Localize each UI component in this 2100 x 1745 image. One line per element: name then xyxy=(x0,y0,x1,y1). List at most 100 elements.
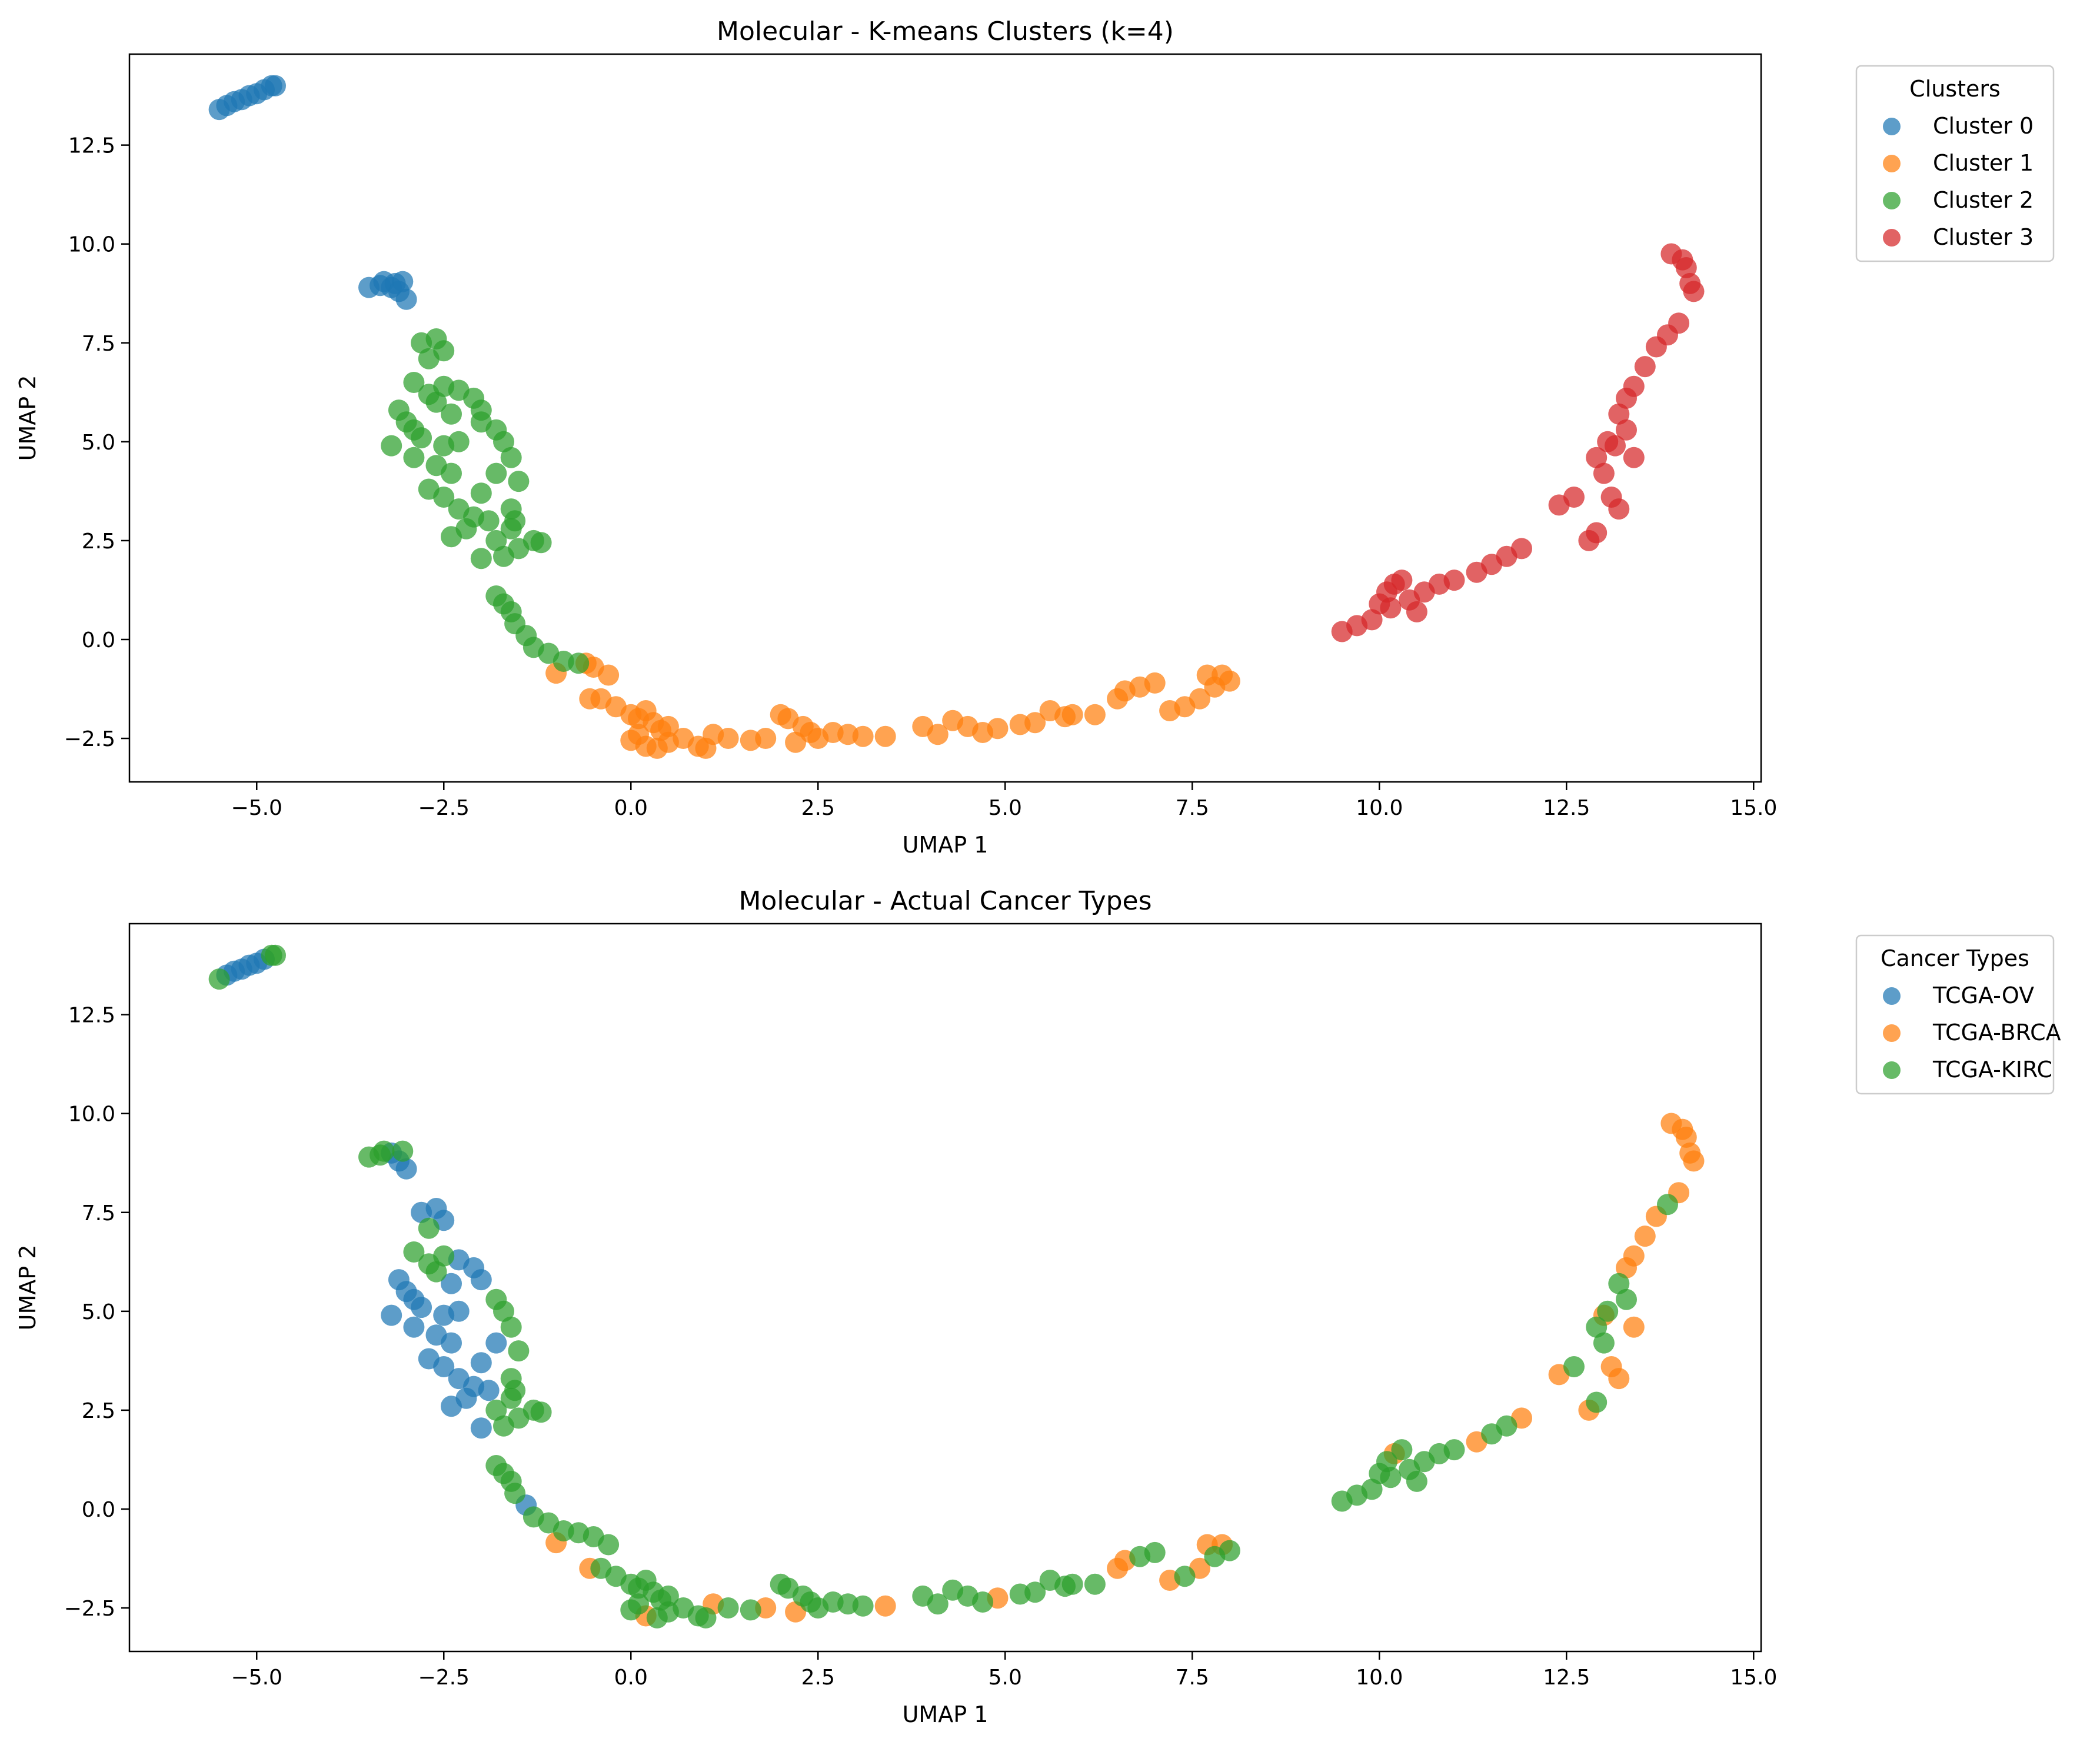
data-point xyxy=(1024,712,1046,734)
data-point xyxy=(403,372,425,393)
y-tick-label: −2.5 xyxy=(64,727,115,751)
data-point xyxy=(441,403,462,425)
y-tick-label: 7.5 xyxy=(82,332,115,356)
data-point xyxy=(927,1593,949,1615)
data-point xyxy=(485,1399,507,1421)
data-point xyxy=(208,968,230,990)
data-point xyxy=(972,1591,994,1613)
data-point xyxy=(1061,1573,1083,1595)
y-axis-label: UMAP 2 xyxy=(15,375,41,461)
chart-panel-top: Molecular - K-means Clusters (k=4) −5.0 −2… xyxy=(15,16,2055,858)
data-point xyxy=(500,447,522,468)
data-point xyxy=(395,1158,417,1180)
legend-entry-label: Cluster 0 xyxy=(1933,113,2034,139)
data-point xyxy=(1406,601,1427,622)
series-cluster-0 xyxy=(208,75,417,310)
x-tick-label: −2.5 xyxy=(418,796,470,820)
data-point xyxy=(1376,1451,1397,1473)
data-point xyxy=(598,664,620,686)
data-point xyxy=(1024,1581,1046,1603)
x-tick-label: 0.0 xyxy=(614,796,648,820)
data-point xyxy=(508,1340,530,1362)
data-point xyxy=(1623,1245,1645,1267)
legend-marker xyxy=(1883,1024,1901,1042)
legend-marker xyxy=(1883,155,1901,172)
y-tick-label: 12.5 xyxy=(68,1004,115,1028)
data-point xyxy=(1361,609,1383,631)
data-point xyxy=(1219,1540,1240,1561)
legend-entry-label: Cluster 1 xyxy=(1933,150,2034,176)
data-point xyxy=(1144,1541,1166,1563)
data-point xyxy=(441,462,462,484)
x-axis-label: UMAP 1 xyxy=(903,832,989,858)
plot-frame xyxy=(128,53,1762,783)
data-point xyxy=(1586,447,1608,468)
data-point xyxy=(441,526,462,548)
series-cluster-3 xyxy=(1331,243,1705,642)
data-point xyxy=(1084,704,1106,725)
data-point xyxy=(493,545,514,567)
data-point xyxy=(1563,487,1585,508)
data-point xyxy=(493,1300,514,1322)
data-point xyxy=(1219,670,1240,692)
data-point xyxy=(1380,1467,1402,1488)
data-point xyxy=(1616,419,1637,441)
x-tick-label: 2.5 xyxy=(801,1666,835,1690)
data-point xyxy=(1144,672,1166,694)
series-tcga-kirc xyxy=(208,944,1678,1629)
chart-panel-bottom: Molecular - Actual Cancer Types −5.0 −2.5 0… xyxy=(15,886,2061,1727)
data-point xyxy=(1563,1356,1585,1377)
data-point xyxy=(504,510,526,532)
data-point xyxy=(1668,312,1690,334)
legend: Clusters Cluster 0 Cluster 1 Cluster 2 Clust… xyxy=(1855,65,2055,262)
data-point xyxy=(1511,538,1532,560)
y-tick-label: 12.5 xyxy=(68,134,115,158)
data-point xyxy=(1683,1150,1705,1172)
data-point xyxy=(717,1597,739,1619)
data-point xyxy=(874,1595,896,1617)
x-tick-label: 7.5 xyxy=(1176,1666,1209,1690)
data-point xyxy=(1683,281,1705,302)
series-tcga-ov xyxy=(216,948,537,1516)
data-point xyxy=(485,462,507,484)
x-tick-label: 0.0 xyxy=(614,1666,648,1690)
x-tick-label: 12.5 xyxy=(1543,796,1590,820)
data-point xyxy=(470,482,492,504)
data-point xyxy=(485,1332,507,1354)
legend-box xyxy=(1855,65,2055,262)
data-point xyxy=(852,1595,874,1617)
data-point xyxy=(530,532,552,554)
data-point xyxy=(1675,257,1697,278)
data-point xyxy=(493,1415,514,1437)
data-point xyxy=(265,75,286,96)
data-point xyxy=(568,652,590,674)
y-tick-label: 7.5 xyxy=(82,1201,115,1226)
x-axis-label: UMAP 1 xyxy=(903,1701,989,1727)
data-point xyxy=(470,1269,492,1291)
legend-entry-label: Cluster 2 xyxy=(1933,187,2034,213)
data-point xyxy=(530,1401,552,1423)
x-tick-label: 10.0 xyxy=(1356,796,1403,820)
y-tick-label: 2.5 xyxy=(82,530,115,554)
x-tick-label: 15.0 xyxy=(1730,1666,1777,1690)
data-point xyxy=(403,1288,425,1310)
series-tcga-brca xyxy=(545,1113,1705,1627)
data-point xyxy=(852,725,874,747)
y-tick-label: 5.0 xyxy=(82,1300,115,1324)
data-point xyxy=(1623,447,1645,468)
data-point xyxy=(1593,462,1615,484)
legend-entry-label: TCGA-BRCA xyxy=(1932,1020,2061,1045)
data-point xyxy=(508,471,530,492)
legend-marker xyxy=(1883,192,1901,209)
y-axis-label: UMAP 2 xyxy=(15,1245,41,1331)
y-tick-label: 5.0 xyxy=(82,431,115,455)
data-point xyxy=(1675,1127,1697,1148)
data-point xyxy=(493,431,514,452)
data-point xyxy=(1623,375,1645,397)
legend: Cancer Types TCGA-OV TCGA-BRCA TCGA-KIRC xyxy=(1855,934,2061,1095)
data-point xyxy=(1174,1566,1196,1587)
data-point xyxy=(470,411,492,433)
data-point xyxy=(441,1332,462,1354)
data-point xyxy=(470,1417,492,1439)
data-point xyxy=(1380,597,1402,619)
